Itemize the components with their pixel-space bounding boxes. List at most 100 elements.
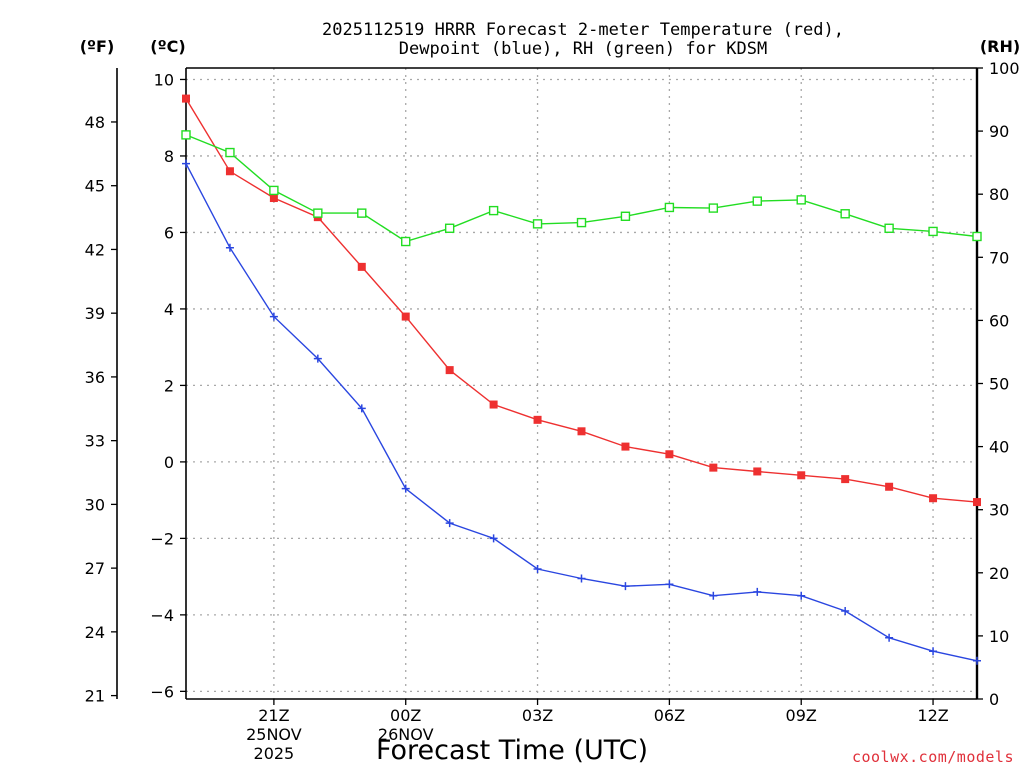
rh-point	[181, 130, 191, 140]
temperature-point	[533, 415, 542, 424]
fahrenheit-tick-label: 45	[85, 177, 105, 196]
dewpoint-line	[185, 163, 978, 662]
rh-point	[972, 231, 982, 242]
dewpoint-point	[489, 534, 498, 543]
dewpoint-point	[225, 243, 234, 252]
temperature-point	[665, 450, 674, 459]
temperature-point	[929, 494, 938, 503]
rh-point	[928, 226, 938, 237]
rh-point	[884, 223, 894, 233]
celsius-tick-label: 2	[164, 376, 174, 395]
x-tick-label: 03Z	[522, 706, 553, 725]
dewpoint-point	[401, 484, 410, 493]
rh-point	[269, 185, 279, 196]
x-axis-label: Forecast Time (UTC)	[376, 735, 648, 766]
dewpoint-point	[797, 591, 806, 600]
rh-point	[444, 223, 455, 233]
x-tick-label: 06Z	[654, 706, 685, 725]
rh-tick-label: 30	[989, 501, 1009, 520]
rh-point	[620, 211, 631, 221]
dewpoint-point	[621, 582, 630, 591]
rh-tick-label: 90	[989, 122, 1009, 141]
temperature-point	[182, 94, 190, 103]
celsius-tick-label: 10	[154, 70, 174, 89]
temperature-point	[489, 400, 498, 409]
chart-title-line-1: 2025112519 HRRR Forecast 2-meter Tempera…	[322, 20, 844, 40]
fahrenheit-tick-label: 24	[85, 623, 105, 642]
dewpoint-point	[929, 647, 938, 656]
dewpoint-point	[445, 519, 454, 528]
dewpoint-point	[269, 312, 278, 321]
rh-point	[664, 202, 675, 213]
fahrenheit-tick-label: 27	[85, 559, 105, 578]
watermark: coolwx.com/models	[852, 748, 1014, 766]
rh-tick-label: 10	[989, 627, 1009, 646]
rh-tick-label: 80	[989, 185, 1009, 204]
temperature-point	[973, 498, 981, 507]
dewpoint-point	[753, 587, 762, 596]
fahrenheit-tick-label: 36	[85, 368, 105, 387]
celsius-tick-label: −2	[150, 529, 174, 548]
fahrenheit-tick-label: 30	[85, 495, 105, 514]
celsius-tick-label: 0	[164, 453, 174, 472]
dewpoint-point	[841, 607, 850, 616]
dewpoint-point	[313, 354, 322, 363]
temperature-point	[841, 475, 850, 484]
fahrenheit-axis-unit: (ºF)	[80, 37, 115, 56]
rh-tick-label: 100	[989, 59, 1020, 78]
celsius-tick-label: −4	[150, 606, 174, 625]
dewpoint-point	[533, 564, 542, 573]
dewpoint-point	[973, 656, 981, 665]
rh-point	[708, 203, 719, 213]
x-tick-label: 26NOV	[378, 725, 434, 744]
celsius-axis-unit: (ºC)	[150, 37, 185, 56]
dewpoint-point	[665, 580, 674, 589]
rh-tick-label: 20	[989, 564, 1009, 583]
fahrenheit-tick-label: 21	[85, 687, 105, 706]
temperature-point	[401, 312, 410, 321]
celsius-tick-label: 8	[164, 147, 174, 166]
rh-axis-unit: (RH)	[980, 37, 1020, 56]
dewpoint-point	[357, 404, 366, 413]
x-tick-label: 09Z	[786, 706, 817, 725]
x-tick-label: 00Z	[390, 706, 421, 725]
x-tick-label: 25NOV	[246, 725, 302, 744]
temperature-line	[185, 98, 978, 503]
fahrenheit-tick-label: 39	[85, 304, 105, 323]
x-tick-label: 2025	[254, 744, 295, 763]
rh-point	[532, 219, 543, 229]
rh-point	[752, 196, 762, 206]
temperature-point	[709, 463, 718, 472]
temperature-point	[225, 167, 234, 176]
rh-point	[840, 209, 850, 219]
celsius-tick-label: −6	[150, 682, 174, 701]
dewpoint-point	[709, 591, 718, 600]
grid-lines	[186, 68, 977, 699]
rh-tick-label: 0	[989, 690, 999, 709]
temperature-point	[577, 427, 586, 436]
rh-tick-label: 40	[989, 438, 1009, 457]
chart-title-line-2: Dewpoint (blue), RH (green) for KDSM	[399, 39, 767, 59]
rh-point	[313, 208, 323, 218]
rh-tick-label: 50	[989, 375, 1009, 394]
rh-point	[401, 236, 411, 247]
dewpoint-point	[577, 574, 586, 583]
temperature-point	[753, 467, 762, 476]
x-tick-label: 21Z	[258, 706, 289, 725]
rh-tick-label: 70	[989, 248, 1009, 267]
fahrenheit-tick-label: 33	[85, 432, 105, 451]
temperature-point	[269, 194, 278, 203]
dewpoint-point	[182, 159, 190, 168]
rh-point	[357, 208, 367, 218]
celsius-tick-label: 4	[164, 300, 174, 319]
rh-tick-label: 60	[989, 311, 1009, 330]
rh-point	[576, 217, 587, 228]
temperature-point	[797, 471, 806, 480]
rh-point	[225, 147, 235, 158]
temperature-point	[357, 262, 366, 271]
temperature-point	[885, 482, 894, 491]
celsius-tick-label: 6	[164, 223, 174, 242]
rh-point	[488, 205, 499, 216]
data-series	[181, 94, 982, 665]
